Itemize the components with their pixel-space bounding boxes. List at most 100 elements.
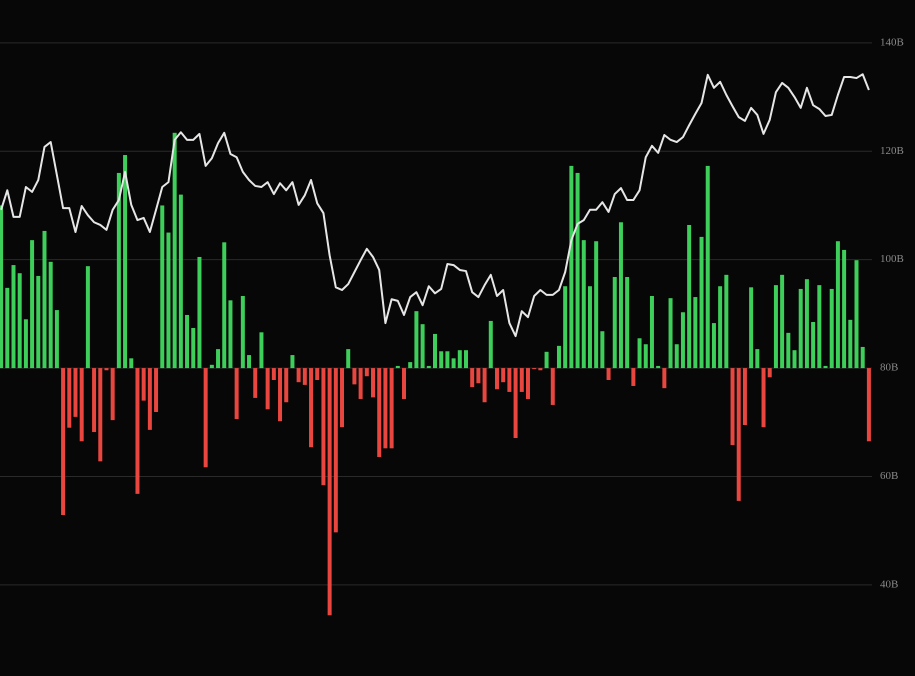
bar	[476, 368, 481, 384]
bar	[290, 355, 295, 369]
bar	[426, 365, 431, 369]
bar	[395, 365, 400, 369]
bar	[656, 365, 661, 369]
bar	[296, 368, 301, 383]
bar	[618, 222, 623, 369]
bar	[0, 205, 4, 369]
bar	[48, 261, 53, 369]
y-tick-label: 120B	[880, 145, 904, 157]
bar	[147, 368, 152, 430]
bar	[848, 319, 853, 369]
bar	[222, 242, 227, 369]
bar	[67, 368, 72, 428]
bar	[569, 165, 574, 369]
bar	[755, 349, 760, 369]
bar	[327, 368, 332, 616]
bar	[265, 368, 270, 410]
line	[0, 73, 870, 338]
bar	[854, 260, 859, 369]
bar	[166, 232, 171, 369]
bar	[408, 362, 413, 369]
bar	[811, 322, 816, 369]
bar	[643, 344, 648, 369]
bar	[674, 344, 679, 369]
bar	[129, 358, 134, 369]
bar	[92, 368, 97, 433]
bar	[61, 368, 66, 515]
bar	[693, 297, 698, 369]
bar	[662, 368, 667, 389]
bar	[23, 319, 28, 369]
bar	[79, 368, 84, 442]
bar	[680, 312, 685, 369]
bar	[594, 241, 599, 369]
y-tick-label: 140B	[880, 36, 904, 48]
bar	[835, 241, 840, 369]
bar	[575, 172, 580, 369]
bar	[364, 368, 369, 377]
bar	[414, 311, 419, 369]
bar	[823, 365, 828, 369]
bar	[525, 368, 530, 399]
bar	[625, 277, 630, 369]
bar	[761, 368, 766, 428]
bar	[556, 345, 561, 369]
bar	[315, 368, 320, 381]
bar	[209, 364, 214, 369]
bar	[451, 358, 456, 369]
bar	[780, 274, 785, 369]
bar	[866, 368, 871, 442]
bar	[346, 349, 351, 369]
bar	[519, 368, 524, 392]
bar	[507, 368, 512, 392]
bar	[11, 265, 16, 369]
bar	[197, 256, 202, 369]
bar	[612, 277, 617, 369]
bar	[606, 368, 611, 381]
bar	[352, 368, 357, 385]
bar	[284, 368, 289, 403]
y-tick-label: 40B	[880, 578, 898, 590]
bar	[377, 368, 382, 457]
bar	[550, 368, 555, 405]
bar	[402, 368, 407, 399]
bar	[54, 310, 59, 369]
bar	[389, 368, 394, 449]
bar	[724, 274, 729, 369]
bar	[631, 368, 636, 386]
bar	[786, 332, 791, 369]
bar	[17, 273, 22, 369]
bar	[141, 368, 146, 401]
bar	[501, 368, 506, 383]
bar	[228, 300, 233, 369]
bar	[240, 295, 245, 369]
bar	[309, 368, 314, 448]
bar	[185, 314, 190, 369]
bar	[494, 368, 499, 390]
bar	[488, 320, 493, 369]
bar	[730, 368, 735, 446]
y-tick-label: 100B	[880, 253, 904, 265]
bar	[563, 286, 568, 369]
bar	[203, 368, 208, 468]
bar	[736, 368, 741, 501]
bar	[544, 351, 549, 369]
bar	[699, 236, 704, 369]
bar	[767, 368, 772, 378]
bar	[705, 165, 710, 369]
bar	[457, 350, 462, 369]
y-tick-label: 60B	[880, 470, 898, 482]
bar	[860, 346, 865, 369]
bar	[154, 368, 159, 412]
bar	[234, 368, 239, 420]
bar	[773, 285, 778, 369]
bar	[649, 295, 654, 369]
bar	[637, 338, 642, 369]
bar	[371, 368, 376, 398]
bar	[581, 240, 586, 369]
bar	[463, 350, 468, 369]
bar	[749, 287, 754, 369]
bar	[439, 351, 444, 369]
